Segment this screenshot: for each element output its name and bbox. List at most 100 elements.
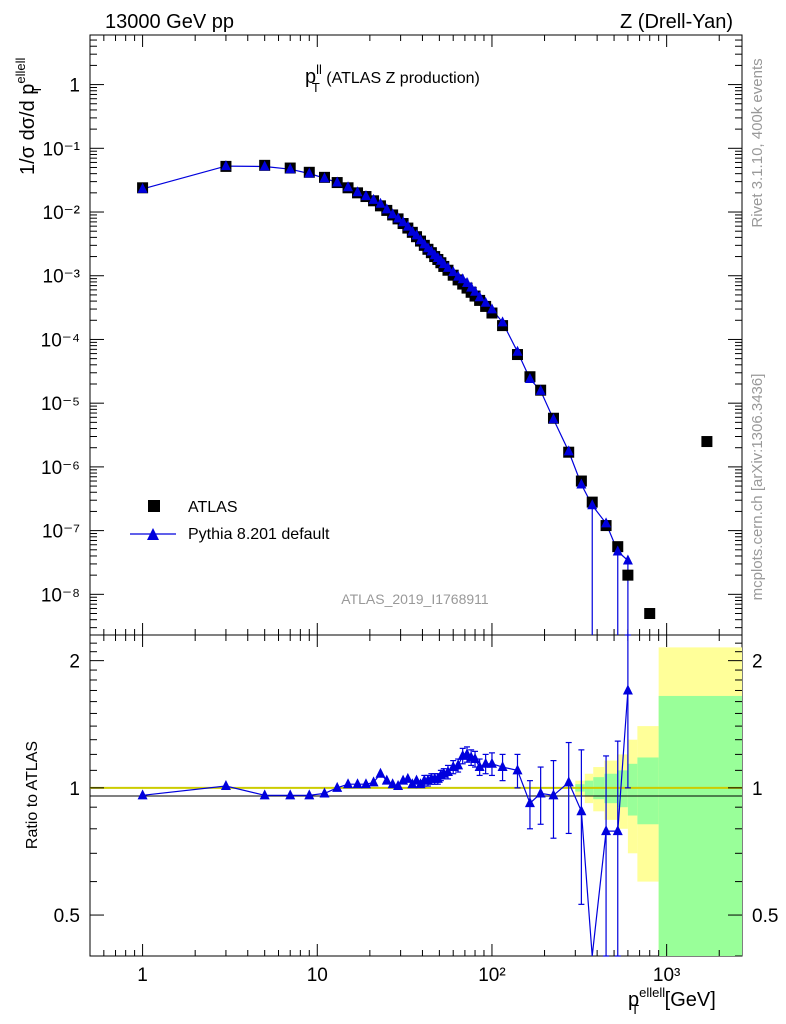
x-tick-label: 10³ (653, 965, 680, 986)
top-ylabel: 1/σ dσ/d pellellT (13, 57, 44, 175)
ratio-mc-line (142, 690, 629, 957)
energy-label: 13000 GeV pp (105, 11, 234, 33)
ratio-y-tick-label: 1 (69, 779, 80, 800)
mc-point (612, 545, 623, 556)
legend-marker-atlas (148, 500, 160, 512)
mc-point (563, 445, 574, 456)
mc-point (360, 190, 371, 201)
mc-point (368, 193, 379, 204)
mc-point (285, 163, 296, 174)
ratio-mc-point (360, 778, 371, 789)
rivet-label: Rivet 3.1.10, 400k events (749, 58, 766, 227)
mc-point (535, 384, 546, 395)
mc-point (548, 413, 559, 424)
ratio-ylabel: Ratio to ATLAS (24, 741, 41, 849)
ratio-mc-point (612, 825, 623, 836)
mc-point (576, 478, 587, 489)
legend: ATLAS Pythia 8.201 default (130, 499, 330, 543)
mc-point (393, 212, 404, 223)
mc-point (332, 176, 343, 187)
y-tick-label: 1 (69, 76, 80, 97)
y-tick-label: 10⁻⁶ (41, 458, 80, 479)
ratio-y-tick-label-right: 2 (752, 652, 763, 673)
atlas-point (644, 608, 656, 620)
ratio-mc-point (453, 759, 464, 770)
mc-point (601, 517, 612, 528)
ratio-mc-point (332, 781, 343, 792)
ratio-mc-point (381, 774, 392, 785)
x-tick-label: 10 (307, 965, 328, 986)
ratio-mc-point (535, 787, 546, 798)
mc-point (387, 208, 398, 219)
mcplots-label: mcplots.cern.ch [arXiv:1306.3436] (749, 374, 766, 601)
mc-point (137, 182, 148, 193)
mc-point (524, 372, 535, 383)
ratio-mc-point (259, 789, 270, 800)
ratio-mc-point (137, 789, 148, 800)
ratio-mc-point (563, 776, 574, 787)
axes: 1 10 10² 10³ 1 10⁻¹ 10⁻² 10⁻³ 10⁻⁴ 10⁻⁵ 10⁻⁶ 10⁻⁷ 10… (41, 34, 778, 986)
ratio-mc-point (512, 764, 523, 775)
atlas-point (701, 436, 713, 448)
ratio-mc-point (470, 753, 481, 764)
ratio-mc-point (352, 778, 363, 789)
ratio-mc-point (486, 757, 497, 768)
mc-point (622, 554, 633, 565)
mc-point (381, 203, 392, 214)
mc-point (398, 216, 409, 227)
mc-point (462, 276, 473, 287)
band-inner (637, 757, 659, 825)
legend-marker-pythia (147, 528, 159, 540)
ratio-mc-point (402, 772, 413, 783)
ratio-mc-point (601, 825, 612, 836)
legend-label-pythia: Pythia 8.201 default (188, 526, 330, 543)
x-tick-label: 10² (478, 965, 505, 986)
data-layer (137, 159, 713, 957)
ratio-mc-point (480, 757, 491, 768)
ratio-mc-point (220, 780, 231, 791)
mc-point (497, 316, 508, 327)
y-tick-label: 10⁻⁷ (42, 522, 80, 543)
y-tick-label: 10⁻² (43, 203, 81, 224)
mc-point (474, 291, 485, 302)
ratio-y-tick-label-right: 0.5 (752, 906, 778, 927)
mc-point (411, 229, 422, 240)
ratio-mc-point (548, 789, 559, 800)
mc-point (352, 186, 363, 197)
ratio-mc-point (393, 780, 404, 791)
mc-point (486, 303, 497, 314)
xlabel: pellell T [GeV] (628, 985, 716, 1017)
y-tick-label: 10⁻¹ (43, 139, 81, 160)
main-panel-frame (89, 34, 743, 636)
mc-point (448, 266, 459, 277)
ratio-mc-point (375, 767, 386, 778)
mc-point (319, 172, 330, 183)
ratio-uncertainty-bands (90, 647, 742, 956)
mc-point (512, 345, 523, 356)
y-tick-label: 10⁻⁸ (41, 585, 80, 606)
ratio-mc-point (497, 761, 508, 772)
y-tick-label: 10⁻⁵ (41, 394, 80, 415)
mc-point (220, 160, 231, 171)
mc-point (587, 499, 598, 510)
mc-point (304, 167, 315, 178)
ratio-mc-point (368, 776, 379, 787)
y-tick-label: 10⁻³ (43, 267, 81, 288)
ratio-mc-point (474, 761, 485, 772)
ratio-mc-point (285, 789, 296, 800)
atlas-point (622, 569, 634, 581)
y-tick-label: 10⁻⁴ (41, 330, 80, 351)
analysis-id: ATLAS_2019_I1768911 (341, 591, 489, 607)
band-inner (627, 763, 638, 816)
ratio-mc-point (304, 789, 315, 800)
ratio-mc-point (524, 797, 535, 808)
process-label: Z (Drell-Yan) (620, 11, 733, 33)
mc-point (375, 197, 386, 208)
ratio-y-tick-label: 0.5 (54, 906, 80, 927)
mc-point (402, 220, 413, 231)
legend-label-atlas: ATLAS (188, 499, 238, 516)
ratio-y-tick-label: 2 (69, 652, 80, 673)
plot-title: pll T (ATLAS Z production) (305, 62, 480, 95)
ratio-mc-point (387, 778, 398, 789)
